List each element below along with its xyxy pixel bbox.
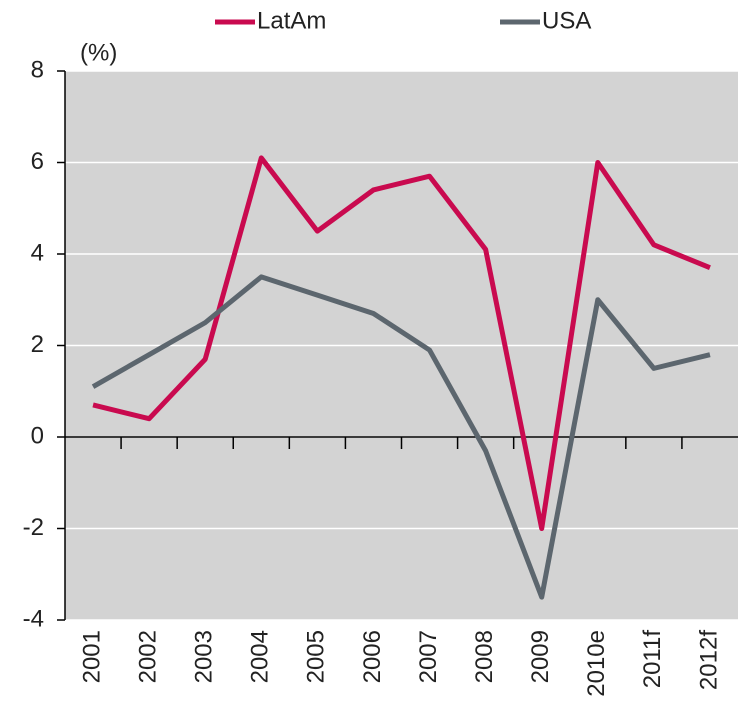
x-tick-label: 2008: [471, 630, 498, 683]
x-tick-label: 2001: [78, 630, 105, 683]
y-axis-label: (%): [80, 39, 117, 66]
y-tick-label: 8: [31, 56, 44, 83]
y-tick-label: 0: [31, 422, 44, 449]
x-tick-label: 2012f: [695, 630, 722, 690]
line: [91, 274, 711, 600]
x-tick-label: 2004: [247, 630, 274, 683]
x-tick-label: 2007: [415, 630, 442, 683]
x-tick-label: 2006: [359, 630, 386, 683]
x-tick-label: 2005: [303, 630, 330, 683]
y-tick-label: 2: [31, 331, 44, 358]
y-tick-label: -2: [23, 514, 44, 541]
y-tick-label: 4: [31, 239, 44, 266]
x-tick-label: 2003: [191, 630, 218, 683]
x-tick-label: 2002: [134, 630, 161, 683]
y-tick-label: 6: [31, 148, 44, 175]
x-tick-label: 2009: [527, 630, 554, 683]
legend-label: LatAm: [257, 7, 326, 34]
y-tick-label: -4: [23, 605, 44, 632]
x-tick-label: 2011f: [639, 630, 666, 689]
line: [92, 155, 711, 531]
x-tick-label: 2010e: [583, 630, 610, 697]
legend-label: USA: [542, 7, 591, 34]
